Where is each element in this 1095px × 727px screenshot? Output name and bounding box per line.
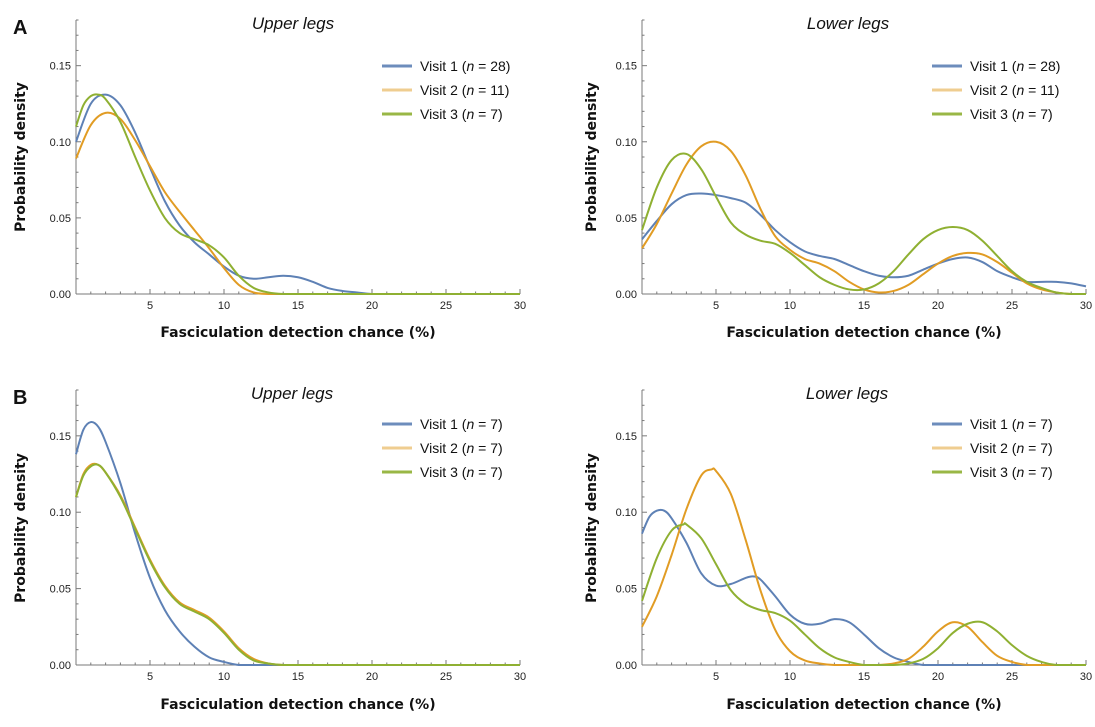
- x-tick-label: 20: [932, 671, 944, 683]
- series-line-visit-3: [75, 463, 520, 667]
- panel-letter-b: B: [13, 387, 27, 409]
- x-tick-label: 30: [1080, 671, 1092, 683]
- y-tick-label: 0.15: [616, 431, 637, 443]
- y-tick-label: 0.00: [50, 660, 71, 672]
- x-axis-title: Fasciculation detection chance (%): [160, 325, 435, 341]
- x-axis-title: Fasciculation detection chance (%): [726, 697, 1001, 713]
- x-tick-label: 30: [514, 300, 526, 312]
- legend-label-visit-1: Visit 1 (n = 7): [420, 416, 503, 432]
- legend-label-visit-3: Visit 3 (n = 7): [970, 464, 1053, 480]
- chart-4: 5 10 15 20 25 30 0.00 0.05 0.10 0.15 Lower legs Fas…: [584, 384, 1092, 713]
- x-tick-label: 25: [440, 300, 452, 312]
- y-tick-label: 0.05: [50, 213, 71, 225]
- series-line-visit-2: [75, 111, 520, 296]
- legend-label-visit-1: Visit 1 (n = 28): [420, 58, 510, 74]
- x-tick-label: 10: [784, 671, 796, 683]
- x-tick-label: 30: [1080, 300, 1092, 312]
- y-axis-title: Probability density: [13, 82, 29, 232]
- series-line-visit-3: [641, 152, 1086, 296]
- x-tick-label: 15: [858, 671, 870, 683]
- chart-title: Lower legs: [807, 14, 890, 33]
- x-tick-label: 30: [514, 671, 526, 683]
- x-tick-label: 5: [147, 671, 153, 683]
- series-line-visit-3: [75, 93, 520, 296]
- series-line-visit-1: [641, 508, 1086, 667]
- legend-label-visit-3: Visit 3 (n = 7): [970, 106, 1053, 122]
- series-line-visit-1: [641, 192, 1087, 288]
- legend-label-visit-1: Visit 1 (n = 7): [970, 416, 1053, 432]
- x-tick-label: 20: [366, 671, 378, 683]
- legend-label-visit-2: Visit 2 (n = 7): [970, 440, 1053, 456]
- panel-letter-a: A: [13, 17, 27, 39]
- y-axis-title: Probability density: [584, 82, 600, 232]
- x-tick-label: 25: [1006, 671, 1018, 683]
- y-tick-label: 0.15: [50, 431, 71, 443]
- y-axis-title: Probability density: [13, 453, 29, 603]
- x-tick-label: 15: [858, 300, 870, 312]
- series-line-visit-1: [75, 93, 520, 296]
- legend-label-visit-1: Visit 1 (n = 28): [970, 58, 1060, 74]
- chart-1: 5 10 15 20 25 30 0.00 0.05 0.10 0.15 Upper legs Fas…: [13, 14, 526, 341]
- x-tick-label: 10: [218, 300, 230, 312]
- y-tick-label: 0.15: [616, 61, 637, 73]
- legend: Visit 1 (n = 7) Visit 2 (n = 7) Visit 3 (n…: [932, 416, 1053, 480]
- legend-label-visit-3: Visit 3 (n = 7): [420, 464, 503, 480]
- y-tick-label: 0.00: [50, 289, 71, 301]
- y-tick-label: 0.05: [616, 584, 637, 596]
- charts-group: 5 10 15 20 25 30 0.00 0.05 0.10 0.15 Upper legs Fas…: [13, 14, 1092, 713]
- series-line-visit-3: [641, 522, 1086, 666]
- x-tick-label: 25: [1006, 300, 1018, 312]
- series-line-visit-2: [75, 462, 520, 667]
- y-tick-label: 0.10: [50, 507, 71, 519]
- chart-2: 5 10 15 20 25 30 0.00 0.05 0.10 0.15 Lower legs Fas…: [584, 14, 1092, 341]
- chart-title: Upper legs: [251, 384, 334, 403]
- series-line-visit-2: [641, 467, 1086, 666]
- x-tick-label: 20: [366, 300, 378, 312]
- y-tick-label: 0.05: [616, 213, 637, 225]
- x-axis-title: Fasciculation detection chance (%): [726, 325, 1001, 341]
- chart-title: Lower legs: [806, 384, 889, 403]
- y-tick-label: 0.00: [616, 289, 637, 301]
- legend: Visit 1 (n = 28) Visit 2 (n = 11) Visit 3 …: [932, 58, 1060, 122]
- y-tick-label: 0.10: [616, 137, 637, 149]
- chart-title: Upper legs: [252, 14, 335, 33]
- y-axis-title: Probability density: [584, 453, 600, 603]
- legend: Visit 1 (n = 28) Visit 2 (n = 11) Visit 3 …: [382, 58, 510, 122]
- legend-label-visit-2: Visit 2 (n = 11): [970, 82, 1059, 98]
- legend-label-visit-2: Visit 2 (n = 7): [420, 440, 503, 456]
- x-tick-label: 5: [147, 300, 153, 312]
- x-tick-label: 15: [292, 300, 304, 312]
- x-tick-label: 25: [440, 671, 452, 683]
- y-tick-label: 0.00: [616, 660, 637, 672]
- y-tick-label: 0.10: [616, 507, 637, 519]
- y-tick-label: 0.05: [50, 584, 71, 596]
- chart-3: 5 10 15 20 25 30 0.00 0.05 0.10 0.15 Upper legs Fas…: [13, 384, 526, 713]
- legend: Visit 1 (n = 7) Visit 2 (n = 7) Visit 3 (n…: [382, 416, 503, 480]
- x-tick-label: 10: [784, 300, 796, 312]
- x-tick-label: 20: [932, 300, 944, 312]
- x-tick-label: 5: [713, 300, 719, 312]
- legend-label-visit-2: Visit 2 (n = 11): [420, 82, 509, 98]
- y-tick-label: 0.15: [50, 61, 71, 73]
- legend-label-visit-3: Visit 3 (n = 7): [420, 106, 503, 122]
- y-tick-label: 0.10: [50, 137, 71, 149]
- x-tick-label: 15: [292, 671, 304, 683]
- x-tick-label: 5: [713, 671, 719, 683]
- x-tick-label: 10: [218, 671, 230, 683]
- x-axis-title: Fasciculation detection chance (%): [160, 697, 435, 713]
